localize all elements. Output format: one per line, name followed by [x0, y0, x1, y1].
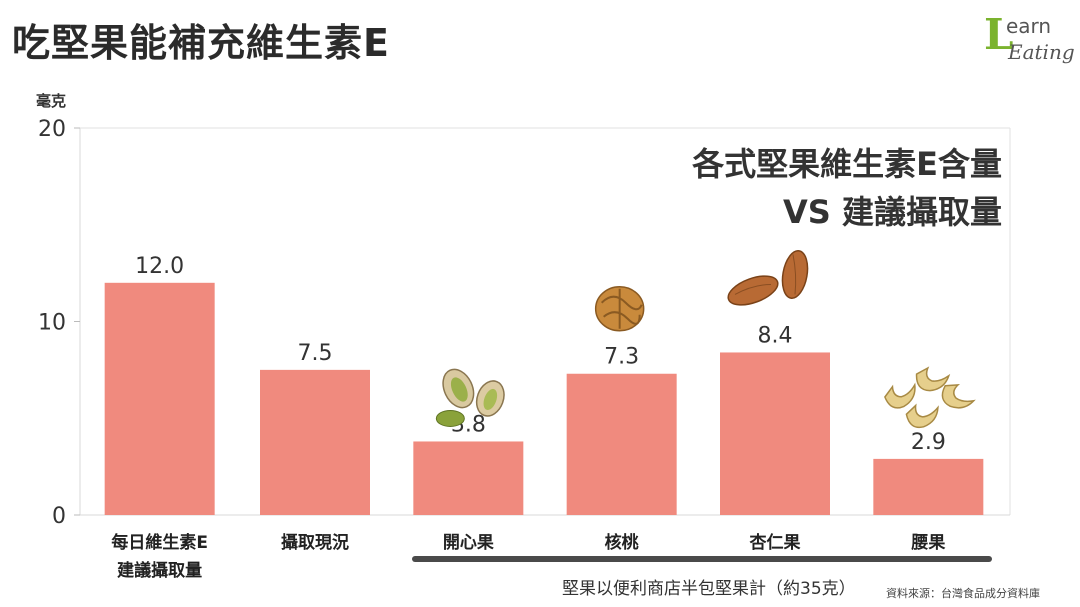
y-tick-label: 0 [52, 504, 66, 529]
y-axis-unit-label: 毫克 [36, 92, 67, 110]
x-tick-label-line2: 建議攝取量 [117, 560, 202, 581]
serving-size-note: 堅果以便利商店半包堅果計（約35克） [562, 579, 856, 599]
chart-subtitle: VS 建議攝取量 [783, 193, 1002, 231]
x-tick-label: 核桃 [605, 532, 639, 553]
x-tick-label: 開心果 [443, 533, 494, 553]
y-tick-label: 20 [38, 117, 66, 142]
bar [566, 373, 677, 515]
nut-illustration-layer [435, 249, 976, 429]
bar [104, 282, 215, 515]
bar [260, 369, 370, 515]
bar-layer [104, 282, 984, 515]
x-tick-label: 攝取現況 [281, 532, 349, 553]
x-tick-label: 杏仁果 [750, 532, 801, 553]
logo-initial: L [984, 10, 1014, 59]
pistachio-icon [435, 368, 505, 427]
label-layer: 12.0每日維生素E建議攝取量7.5攝取現況3.8開心果7.3核桃8.4杏仁果2… [111, 254, 945, 581]
x-tick-label: 每日維生素E [111, 532, 208, 553]
logo-word-eating: Eating [1008, 40, 1075, 64]
walnut-icon [594, 285, 645, 332]
y-tick-label: 10 [38, 311, 66, 336]
nut-group-bracket [412, 556, 992, 562]
bar-value-label: 7.3 [604, 345, 639, 370]
bar-value-label: 8.4 [758, 323, 793, 348]
page-title: 吃堅果能補充維生素E [12, 21, 390, 65]
bar-value-label: 12.0 [135, 254, 184, 279]
learn-eating-logo: L earn Eating [984, 10, 1075, 70]
bar [720, 352, 830, 515]
logo-word-learn: earn [1006, 14, 1052, 38]
bar [413, 441, 524, 515]
almond-icon [727, 249, 809, 306]
bar-value-label: 7.5 [298, 341, 333, 366]
chart-title: 各式堅果維生素E含量 [692, 145, 1002, 183]
bar-value-label: 2.9 [911, 430, 946, 455]
x-tick-label: 腰果 [911, 533, 945, 553]
bar [873, 458, 984, 515]
chart-heading: 各式堅果維生素E含量 VS 建議攝取量 [692, 140, 1002, 236]
cashew-icon [884, 366, 976, 429]
data-source-note: 資料來源：台灣食品成分資料庫 [886, 587, 1040, 600]
axis-layer: 0 10 20 [38, 117, 1011, 529]
